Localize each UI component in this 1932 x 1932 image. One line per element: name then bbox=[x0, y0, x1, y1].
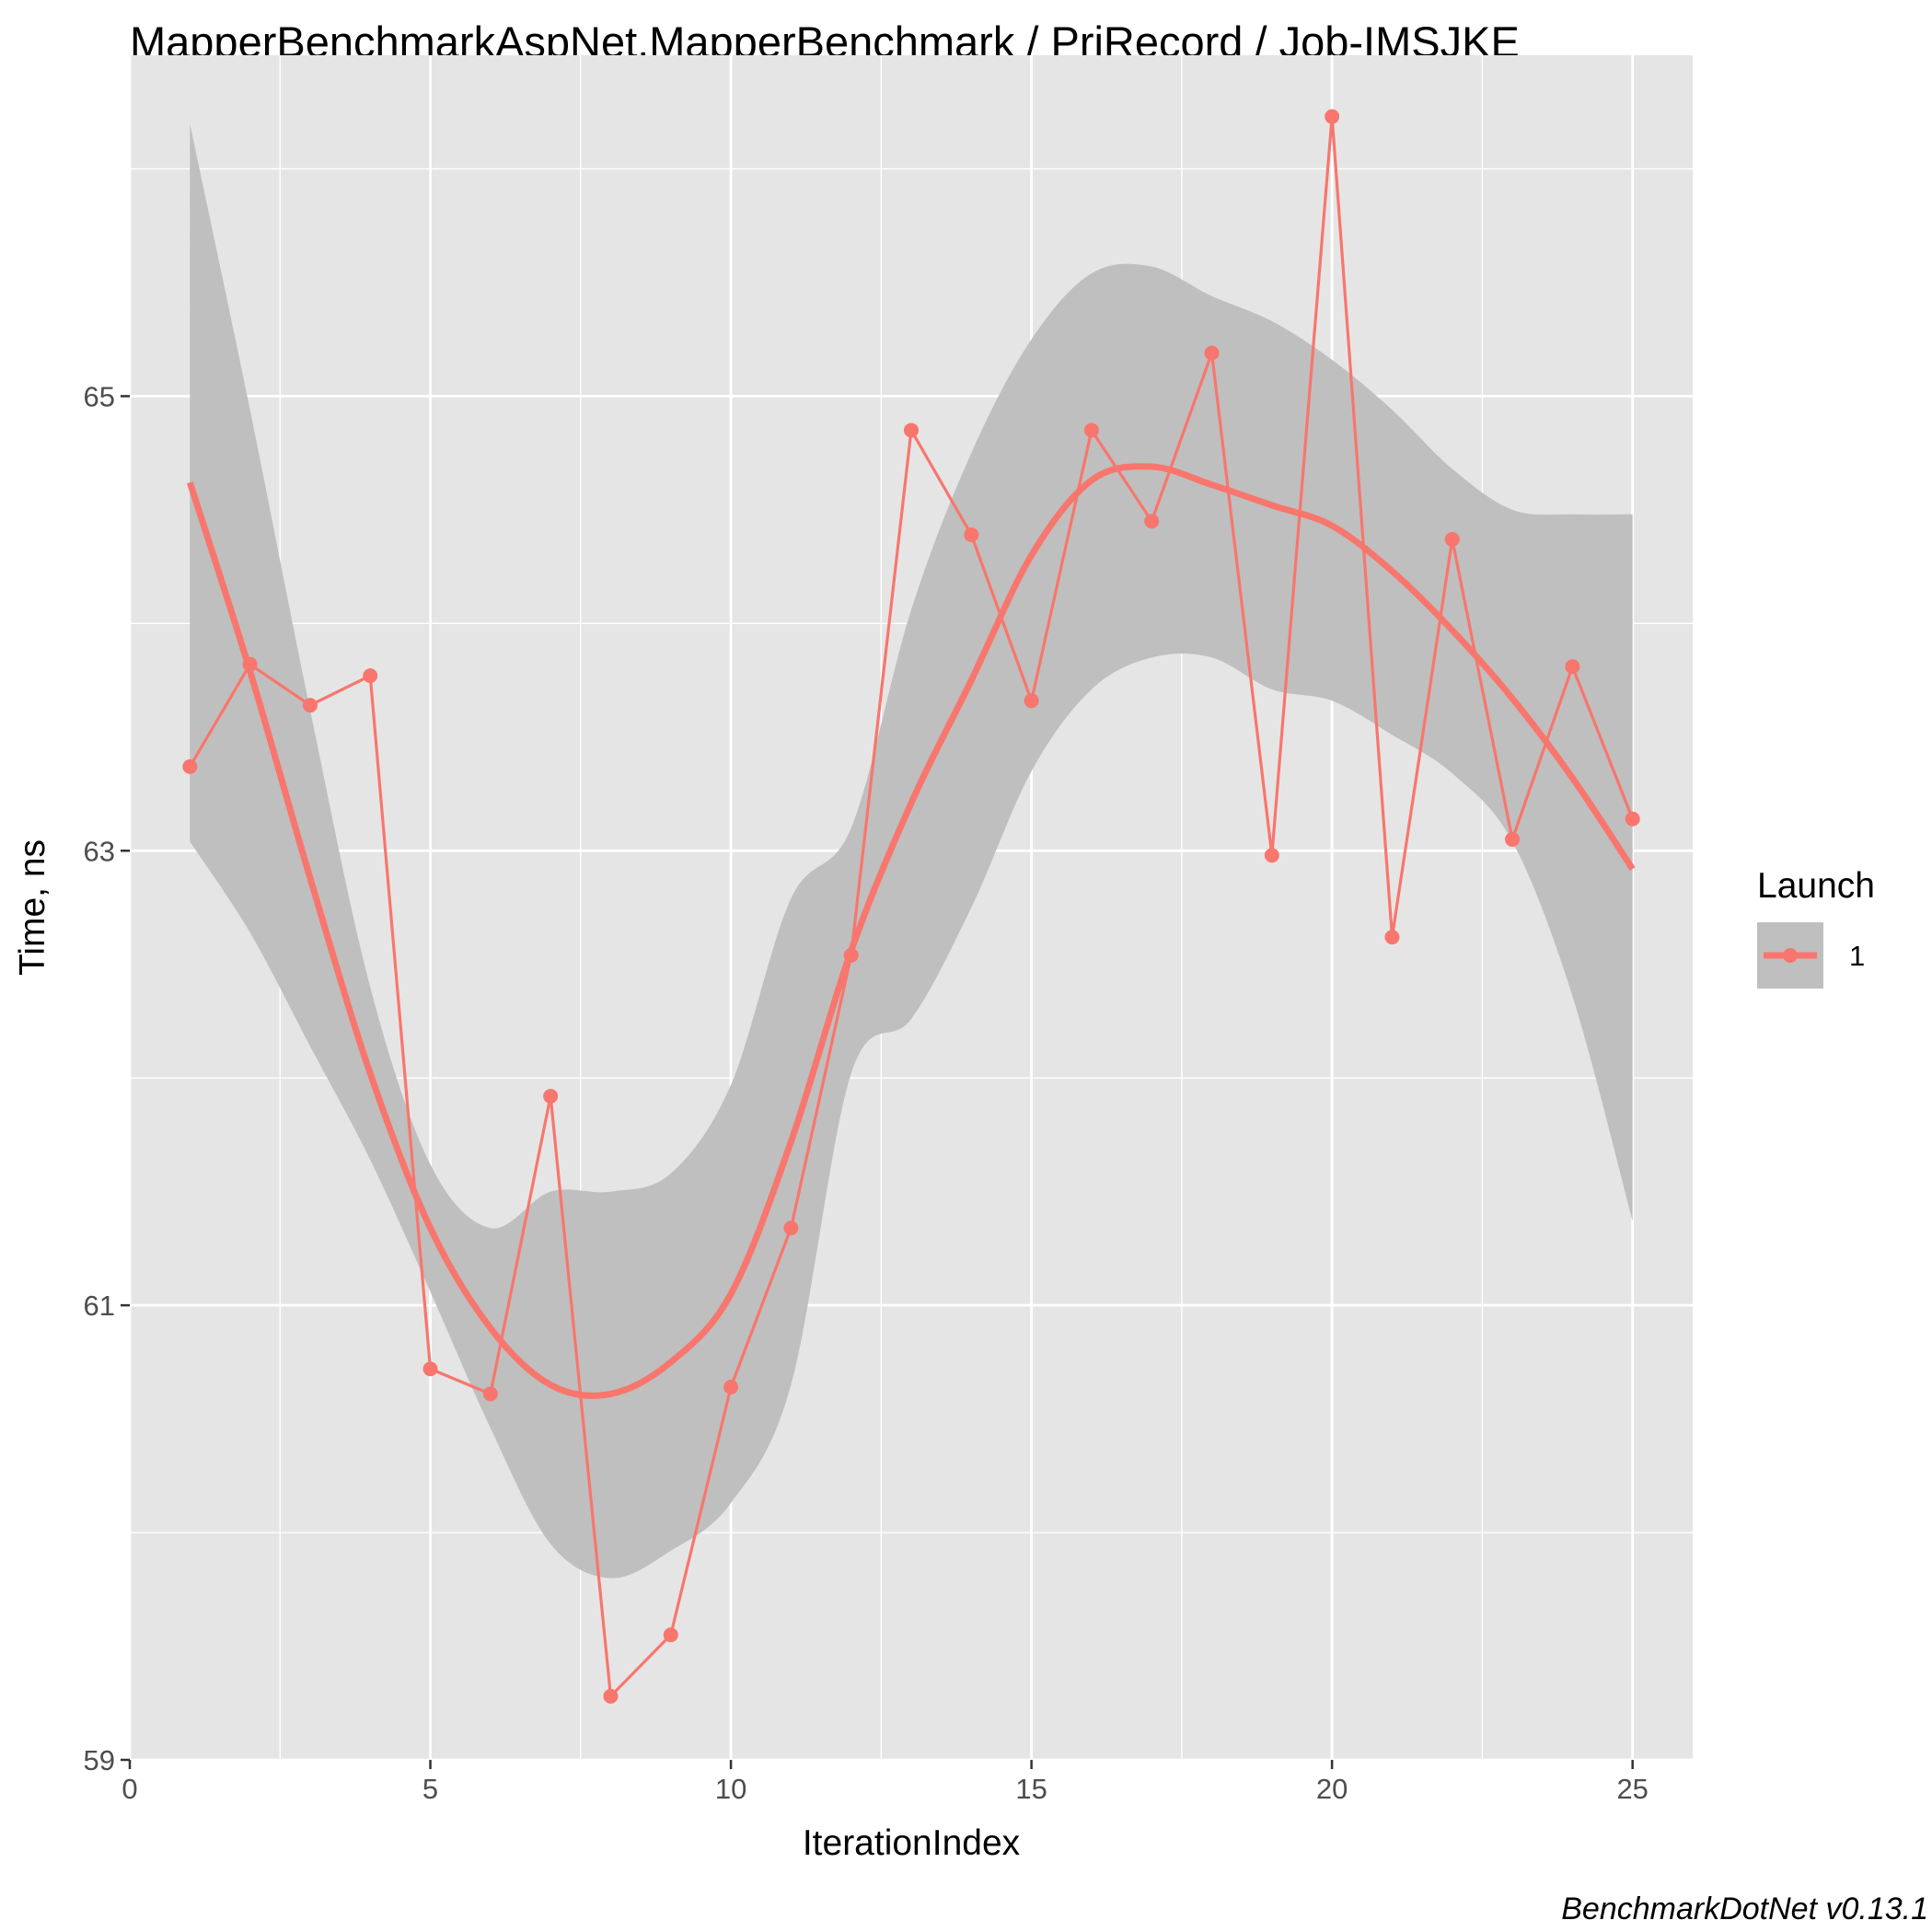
data-point bbox=[302, 698, 318, 713]
data-point bbox=[1264, 848, 1279, 863]
smooth-line bbox=[186, 463, 1636, 1399]
series-points bbox=[182, 109, 1640, 1704]
x-axis-title: IterationIndex bbox=[803, 1823, 1021, 1863]
data-point bbox=[663, 1627, 678, 1643]
data-point bbox=[543, 1088, 559, 1104]
data-point bbox=[422, 1361, 438, 1377]
data-point bbox=[1505, 831, 1521, 847]
legend-label-1: 1 bbox=[1849, 940, 1865, 972]
data-point bbox=[482, 1386, 498, 1402]
data-point bbox=[1024, 693, 1039, 709]
data-point bbox=[843, 947, 859, 963]
data-point bbox=[1325, 109, 1340, 124]
data-point bbox=[964, 527, 979, 543]
data-point bbox=[363, 668, 378, 684]
data-point bbox=[904, 422, 919, 438]
data-point bbox=[182, 758, 198, 774]
y-axis-title: Time, ns bbox=[13, 839, 52, 976]
data-point bbox=[723, 1380, 739, 1395]
chart-caption: BenchmarkDotNet v0.13.1 bbox=[1561, 1892, 1928, 1926]
x-tick-label: 25 bbox=[1616, 1773, 1648, 1805]
y-tick-label: 65 bbox=[84, 380, 115, 412]
y-tick-label: 61 bbox=[84, 1290, 115, 1322]
x-tick-label: 10 bbox=[715, 1773, 746, 1805]
data-point bbox=[1144, 514, 1160, 529]
data-point bbox=[1384, 930, 1400, 945]
legend-key-point-1 bbox=[1783, 948, 1798, 963]
data-point bbox=[1083, 422, 1099, 438]
x-tick-label: 15 bbox=[1015, 1773, 1047, 1805]
confidence-band bbox=[190, 123, 1633, 1579]
legend-title: Launch bbox=[1757, 866, 1875, 906]
data-point bbox=[242, 656, 258, 672]
data-point bbox=[1204, 345, 1220, 361]
data-point bbox=[603, 1688, 619, 1704]
x-axis: 0 5 10 15 20 25 bbox=[121, 1760, 1649, 1805]
x-tick-label: 5 bbox=[422, 1773, 438, 1805]
legend: Launch 1 bbox=[1757, 866, 1875, 989]
data-point bbox=[1444, 531, 1460, 547]
x-tick-label: 0 bbox=[121, 1773, 137, 1805]
y-tick-label: 63 bbox=[84, 835, 115, 867]
data-point bbox=[783, 1221, 799, 1236]
data-point bbox=[1625, 811, 1640, 827]
y-tick-label: 59 bbox=[84, 1744, 115, 1776]
x-tick-label: 20 bbox=[1316, 1773, 1348, 1805]
y-axis: 59 61 63 65 bbox=[84, 380, 130, 1776]
data-point bbox=[1565, 659, 1580, 675]
